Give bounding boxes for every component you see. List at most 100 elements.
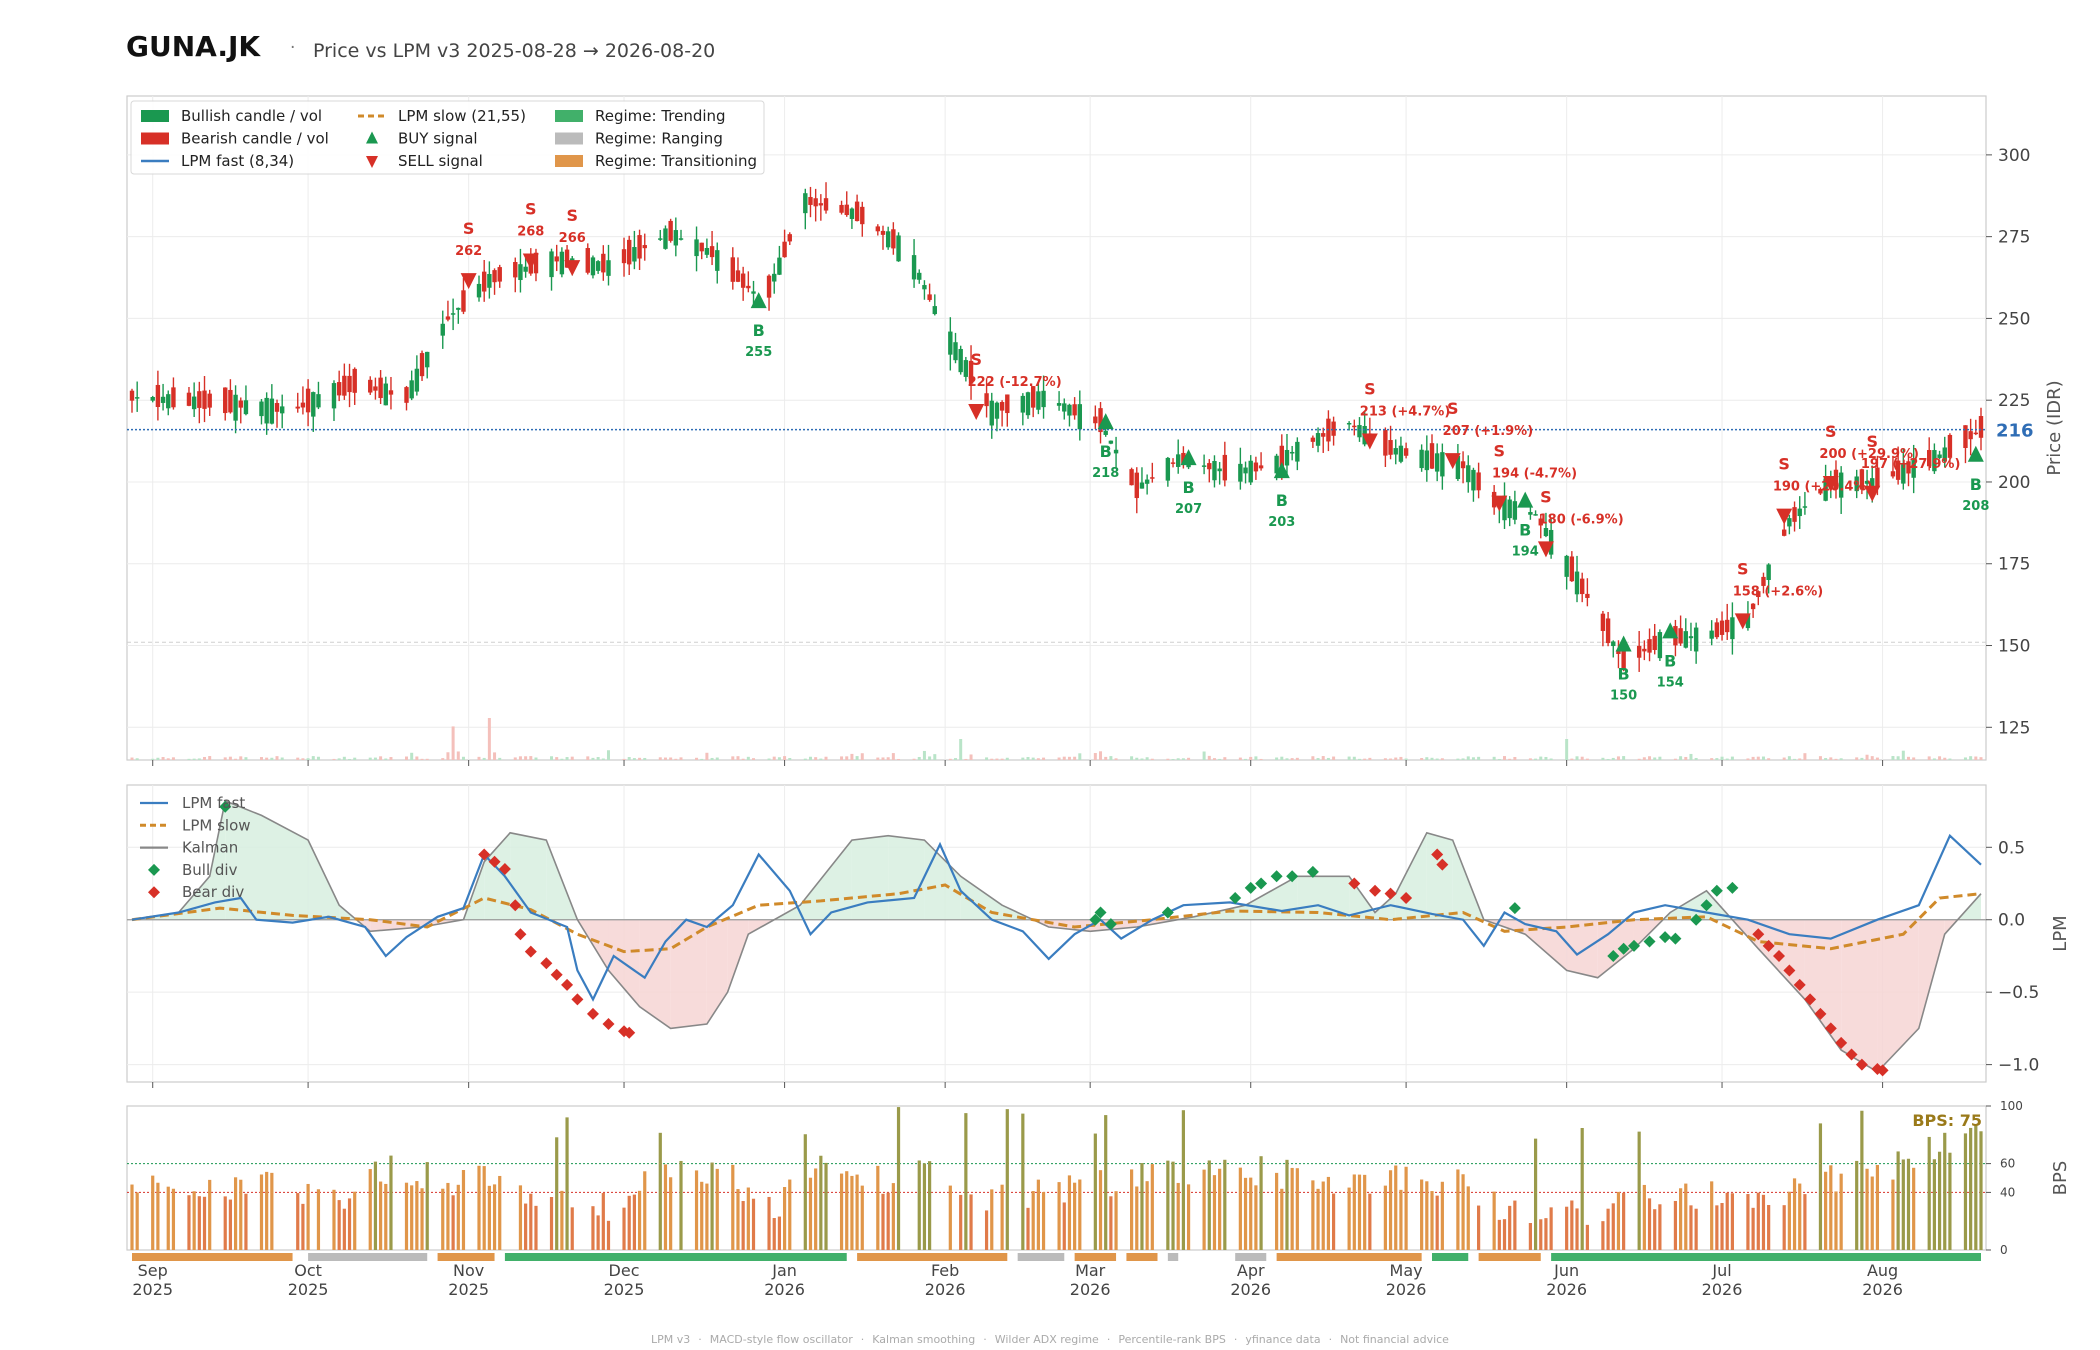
price-ytick-label: 125 [1998,718,2030,738]
bps-bar [524,1203,528,1250]
sell-signal-price: 158 (+2.6%) [1733,584,1824,599]
bps-bar [389,1155,393,1250]
bps-bar [1725,1192,1729,1250]
buy-signal-marker [1615,635,1632,652]
candle-body [601,253,606,273]
buy-signal-price: 154 [1657,675,1684,690]
volume-bar [1870,756,1874,760]
volume-bar [353,757,357,760]
volume-bar [301,758,305,760]
volume-bar [1575,756,1579,760]
bps-bar [1166,1160,1170,1250]
volume-bar [1539,756,1543,760]
legend-label: Kalman [182,839,238,857]
bps-bar [1186,1184,1191,1250]
candle-body [1144,479,1150,484]
volume-bar [819,758,823,760]
legend-label: Bearish candle / vol [181,130,329,148]
candle-body [1761,576,1766,586]
bps-bar [337,1200,341,1250]
bear-div-marker [1845,1048,1858,1061]
bps-bar [1611,1203,1615,1250]
legend-swatch [366,131,378,144]
candle-body [1393,448,1398,455]
candle-body [891,229,896,249]
bps-bar [187,1195,191,1250]
bps-bar [1399,1189,1403,1250]
price-legend-box [130,100,765,175]
x-tick-month: Jan [771,1261,797,1280]
volume-bar [1466,756,1470,760]
buy-signal-price: 255 [745,345,772,360]
bps-bar [1622,1192,1626,1250]
bps-bar [332,1189,336,1250]
regime-band [437,1253,495,1261]
footer-separator: · [983,1333,987,1346]
bps-bar [596,1215,600,1250]
volume-bar [161,757,165,760]
bps-bar [1171,1161,1175,1250]
bps-bar [1238,1167,1242,1250]
volume-bar [596,757,600,760]
bps-bar [1896,1151,1900,1250]
regime-band [504,1253,847,1261]
volume-bar [1285,758,1289,760]
buy-signal-marker [1180,449,1197,466]
legend-label: BUY signal [398,130,478,148]
sell-signal-price: 268 [517,225,544,240]
sell-signal-letter: S [1364,379,1376,398]
candle-body [1419,449,1424,469]
candle-body [1579,578,1585,595]
volume-bar [1399,756,1403,760]
bps-bar [228,1199,233,1250]
bps-bar [1901,1159,1905,1250]
footer-item: Not financial advice [1340,1333,1449,1346]
bps-bar [1761,1194,1766,1250]
volume-bar [1099,751,1103,760]
x-tick-month: Dec [609,1261,640,1280]
volume-bar [368,757,372,760]
bps-bar [1497,1219,1501,1250]
volume-bar [1254,756,1258,760]
candle-body [233,394,238,421]
candle-body [404,387,409,403]
bps-bar [658,1132,662,1250]
bear-div-marker [1783,964,1796,977]
volume-bar [1140,758,1144,760]
volume-bar [1642,757,1646,760]
volume-bar [280,757,284,760]
volume-bar [1062,756,1066,760]
bull-div-marker [1286,870,1299,883]
sell-signal-letter: S [1494,442,1506,461]
candle-body [279,406,285,414]
legend-label: Regime: Transitioning [595,152,757,170]
x-tick-month: Mar [1075,1261,1106,1280]
bear-div-marker [586,1007,599,1020]
volume-bar [1746,758,1750,760]
bps-bar [1653,1209,1657,1250]
volume-bar [373,757,377,760]
kalman-fill [1566,919,1598,978]
bear-div-marker [623,1026,636,1039]
price-ytick-label: 300 [1998,146,2030,166]
candle-body [388,390,394,395]
volume-bar [171,757,175,760]
bps-bar [1694,1208,1698,1250]
volume-bar [1425,757,1429,760]
bps-bar [1207,1160,1211,1250]
candle-body [1056,403,1062,406]
bps-bar [1533,1138,1538,1250]
bull-div-marker [1508,902,1521,915]
candle-body [1310,437,1316,442]
buy-signal-letter: B [753,321,765,340]
volume-bar [1601,757,1605,760]
bps-bar [1963,1133,1968,1250]
bps-bar [379,1181,383,1250]
bps-last-label: BPS: 75 [1912,1111,1982,1130]
bps-bar [1710,1181,1714,1250]
candle-body [559,251,565,275]
sell-signal-marker [1444,453,1461,470]
bps-bar [772,1218,776,1250]
volume-bar [897,758,901,760]
